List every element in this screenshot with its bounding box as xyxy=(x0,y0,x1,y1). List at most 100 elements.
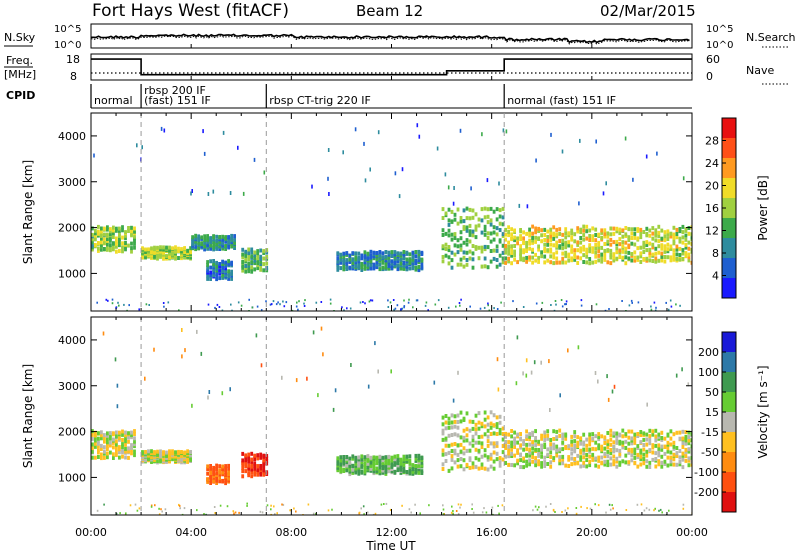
echo-cell xyxy=(369,455,373,460)
echo-cell xyxy=(507,251,510,256)
echo-cell xyxy=(253,157,256,162)
echo-cell xyxy=(200,235,203,240)
echo-cell xyxy=(218,239,221,244)
echo-cell xyxy=(483,424,487,429)
echo-cell xyxy=(471,229,475,234)
echo-cell xyxy=(209,470,212,475)
echo-cell xyxy=(468,232,472,237)
echo-cell xyxy=(218,306,221,308)
echo-cell xyxy=(127,455,130,460)
echo-cell xyxy=(103,503,105,506)
echo-cell xyxy=(555,243,559,248)
echo-cell xyxy=(528,246,531,251)
echo-cell xyxy=(387,266,391,271)
echo-cell xyxy=(141,246,144,251)
echo-cell xyxy=(247,471,251,476)
echo-cell xyxy=(447,218,451,223)
echo-cell xyxy=(447,306,450,309)
echo-cell xyxy=(375,265,379,270)
echo-cell xyxy=(654,238,658,243)
echo-cell xyxy=(462,458,466,463)
echo-cell xyxy=(378,469,382,474)
echo-cell xyxy=(230,260,233,265)
echo-cell xyxy=(585,260,589,265)
echo-cell xyxy=(600,245,604,250)
echo-cell xyxy=(253,457,257,462)
echo-cell xyxy=(206,237,209,242)
echo-cell xyxy=(238,511,240,514)
echo-cell xyxy=(627,435,631,440)
echo-cell xyxy=(549,247,553,252)
echo-cell xyxy=(96,509,99,512)
echo-cell xyxy=(339,462,343,467)
echo-cell xyxy=(112,241,115,246)
echo-cell xyxy=(444,172,447,177)
echo-cell xyxy=(612,459,616,464)
echo-cell xyxy=(534,252,537,257)
echo-cell xyxy=(115,442,118,447)
echo-cell xyxy=(585,458,589,462)
echo-cell xyxy=(103,433,106,438)
echo-cell xyxy=(471,461,475,466)
echo-cell xyxy=(177,449,180,454)
echo-cell xyxy=(191,235,194,240)
echo-cell xyxy=(265,261,269,266)
echo-cell xyxy=(414,258,418,263)
echo-cell xyxy=(218,235,221,239)
echo-cell xyxy=(224,481,227,486)
echo-cell xyxy=(163,128,166,133)
echo-cell xyxy=(579,230,583,234)
echo-cell xyxy=(595,303,598,306)
echo-cell xyxy=(492,459,496,464)
echo-cell xyxy=(360,261,364,266)
echo-cell xyxy=(498,181,500,186)
echo-cell xyxy=(633,242,637,247)
echo-cell xyxy=(525,459,528,464)
echo-cell xyxy=(94,430,97,435)
echo-cell xyxy=(516,335,519,340)
echo-cell xyxy=(532,509,534,512)
echo-cell xyxy=(100,229,103,234)
echo-cell xyxy=(471,257,475,262)
echo-cell xyxy=(417,268,421,273)
echo-cell xyxy=(495,258,499,262)
echo-cell xyxy=(453,460,457,465)
echo-cell xyxy=(331,508,333,511)
power-colorbar-swatch xyxy=(722,198,736,219)
echo-cell xyxy=(607,397,610,402)
echo-cell xyxy=(525,452,528,457)
echo-cell xyxy=(441,259,445,264)
echo-cell xyxy=(178,309,180,311)
echo-cell xyxy=(275,303,278,306)
echo-cell xyxy=(654,231,658,236)
echo-cell xyxy=(477,245,481,250)
echo-cell xyxy=(519,432,522,436)
echo-cell xyxy=(100,247,103,252)
echo-cell xyxy=(678,459,682,464)
echo-cell xyxy=(262,458,266,463)
echo-cell xyxy=(555,448,559,453)
echo-cell xyxy=(540,250,543,255)
echo-cell xyxy=(672,452,676,457)
echo-cell xyxy=(648,508,651,511)
echo-cell xyxy=(97,248,100,253)
echo-cell xyxy=(363,263,367,268)
echo-cell xyxy=(573,434,577,439)
echo-cell xyxy=(168,459,171,464)
echo-cell xyxy=(351,470,355,475)
echo-cell xyxy=(303,302,305,305)
echo-cell xyxy=(390,261,394,266)
echo-cell xyxy=(189,249,192,253)
echo-cell xyxy=(533,360,536,365)
echo-cell xyxy=(549,249,553,254)
echo-cell xyxy=(552,255,556,260)
echo-cell xyxy=(351,463,355,468)
echo-cell xyxy=(675,244,679,249)
echo-cell xyxy=(124,446,127,451)
echo-cell xyxy=(91,243,94,248)
echo-cell xyxy=(253,256,257,260)
echo-cell xyxy=(609,242,613,247)
echo-cell xyxy=(462,208,466,213)
echo-cell xyxy=(366,251,370,256)
echo-cell xyxy=(498,456,502,460)
